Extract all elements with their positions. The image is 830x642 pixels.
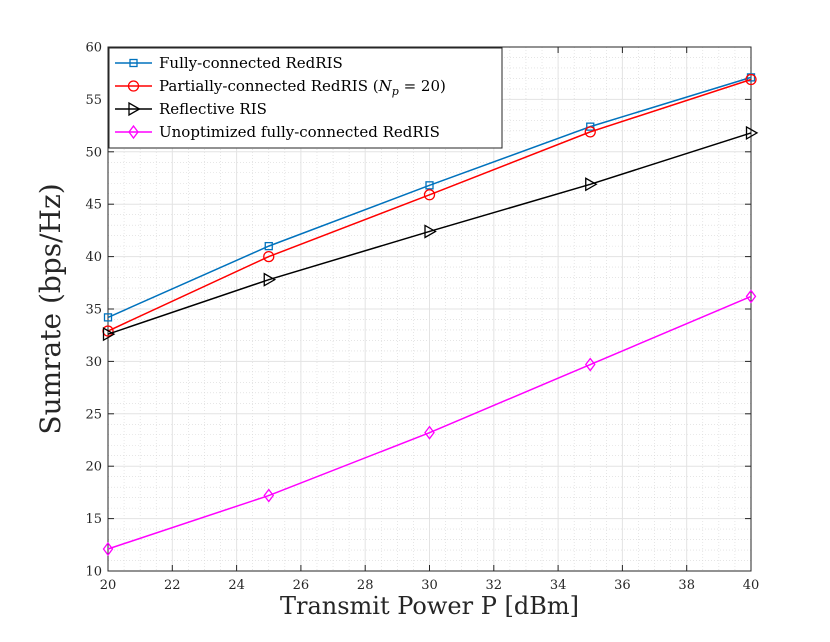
- y-tick-label: 45: [85, 198, 102, 213]
- x-tick-label: 32: [486, 578, 503, 593]
- y-tick-label: 60: [85, 41, 102, 56]
- x-axis-title: Transmit Power P [dBm]: [280, 592, 579, 620]
- data-point: [745, 125, 759, 141]
- legend-item: Partially-connected RedRIS (Np = 20): [115, 77, 446, 98]
- legend: Fully-connected RedRIS Partially-connecte…: [108, 47, 503, 149]
- data-point: [103, 313, 113, 322]
- data-point: [585, 177, 598, 192]
- x-tick-label: 20: [100, 578, 117, 593]
- data-point: [423, 189, 436, 201]
- y-tick-label: 40: [85, 250, 102, 265]
- y-tick-label: 20: [85, 460, 102, 475]
- data-point: [263, 488, 275, 503]
- y-tick-label: 10: [85, 565, 102, 580]
- y-tick-label: 55: [85, 93, 102, 108]
- data-point: [424, 224, 437, 239]
- x-tick-label: 24: [228, 578, 245, 593]
- y-tick-label: 35: [85, 303, 102, 318]
- y-axis-title: Sumrate (bps/Hz): [34, 183, 67, 434]
- y-tick-label: 50: [85, 145, 102, 160]
- legend-swatch-marker: [128, 124, 139, 140]
- data-point: [586, 122, 595, 131]
- data-point: [263, 272, 277, 287]
- legend-label: Reflective RIS: [159, 100, 267, 118]
- data-point: [264, 241, 273, 251]
- data-point: [424, 425, 435, 440]
- legend-item: Reflective RIS: [115, 100, 267, 118]
- data-point: [425, 181, 434, 190]
- data-point: [263, 250, 275, 263]
- data-point: [745, 289, 757, 304]
- legend-item: Fully-connected RedRIS: [115, 54, 343, 72]
- legend-label: Unoptimized fully-connected RedRIS: [159, 123, 440, 141]
- series-line: [107, 76, 752, 319]
- x-tick-label: 38: [678, 578, 695, 593]
- x-tick-label: 34: [550, 578, 567, 593]
- data-point: [745, 73, 757, 86]
- legend-swatch-marker: [127, 80, 140, 92]
- series-2: [102, 73, 757, 337]
- series-line: [107, 132, 752, 335]
- series-1: [103, 73, 756, 322]
- series-3: [102, 125, 759, 342]
- legend-swatch-marker: [128, 101, 141, 117]
- legend-item: Unoptimized fully-connected RedRIS: [115, 123, 440, 141]
- x-tick-label: 30: [421, 578, 438, 593]
- series-4: [102, 289, 757, 557]
- x-tick-label: 36: [614, 578, 631, 593]
- y-tick-label: 30: [85, 355, 102, 370]
- x-tick-label: 40: [743, 578, 760, 593]
- x-tick-label: 28: [357, 578, 374, 593]
- legend-label: Partially-connected RedRIS (Np = 20): [159, 77, 446, 98]
- axes-layer: 20 22 24 26 28 30 32 34 36 38 40 10 15 20 25 30 35 40 45 50…: [85, 41, 759, 594]
- series-layer: [102, 73, 759, 557]
- x-tick-label: 26: [293, 578, 310, 593]
- y-tick-label: 15: [85, 512, 102, 527]
- y-tick-label: 25: [85, 407, 102, 422]
- x-tick-label: 22: [164, 578, 181, 593]
- data-point: [102, 327, 116, 342]
- data-point: [584, 357, 596, 372]
- legend-box: [108, 47, 503, 149]
- legend-swatch-marker: [129, 58, 138, 68]
- legend-label: Fully-connected RedRIS: [159, 54, 343, 72]
- data-point: [584, 126, 596, 138]
- data-point: [102, 541, 114, 557]
- series-line: [107, 78, 752, 332]
- series-line: [107, 295, 752, 550]
